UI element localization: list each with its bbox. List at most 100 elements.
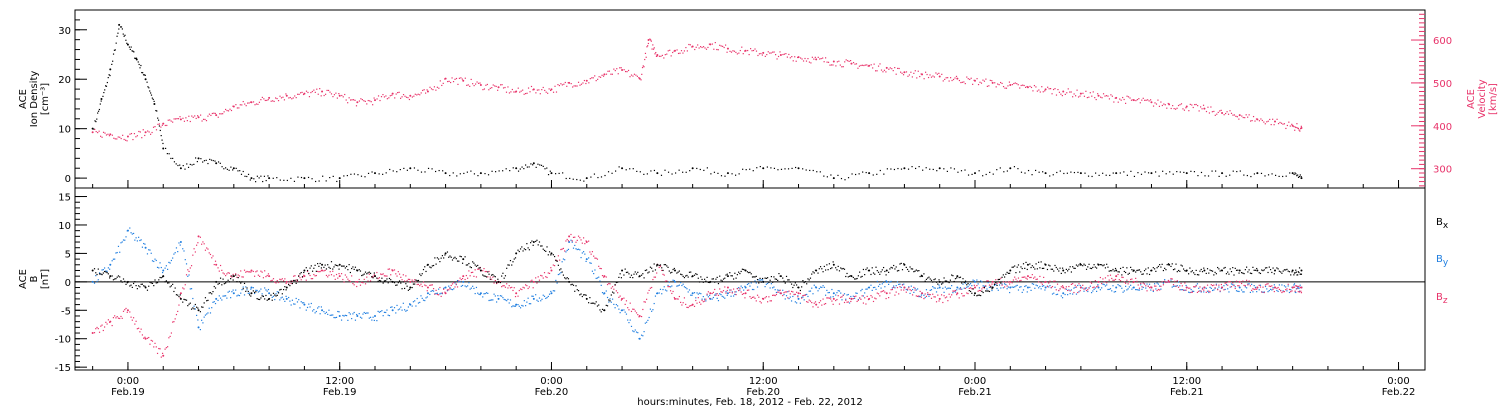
- bz-dot: [469, 275, 471, 277]
- velocity-dot: [1001, 82, 1003, 85]
- by-dot: [1065, 288, 1067, 290]
- velocity-dot: [870, 64, 872, 66]
- bx-dot: [453, 257, 455, 259]
- velocity-dot: [523, 93, 525, 95]
- bz-dot: [884, 291, 886, 293]
- bx-dot: [1179, 270, 1181, 272]
- bx-dot: [528, 249, 530, 251]
- bz-point: [903, 286, 906, 289]
- bx-point: [1185, 269, 1188, 272]
- density-dot: [812, 169, 814, 172]
- velocity-dot: [426, 89, 428, 91]
- bx-dot: [963, 281, 965, 284]
- bz-dot: [811, 301, 813, 304]
- bz-dot: [238, 275, 241, 277]
- bz-dot: [890, 289, 892, 291]
- velocity-dot: [825, 57, 827, 59]
- bx-dot: [1181, 265, 1183, 267]
- by-dot: [247, 292, 249, 294]
- bz-dot: [1021, 276, 1023, 278]
- velocity-point: [1168, 103, 1171, 106]
- bx-dot: [194, 303, 196, 306]
- density-dot: [228, 169, 230, 171]
- bz-dot: [567, 240, 570, 242]
- velocity-dot: [430, 88, 433, 90]
- density-dot: [491, 170, 493, 172]
- by-dot: [991, 289, 993, 292]
- bz-dot: [279, 278, 281, 280]
- velocity-dot: [561, 84, 563, 86]
- bz-dot: [764, 297, 766, 299]
- bz-dot: [112, 317, 115, 319]
- bz-dot: [1108, 279, 1110, 281]
- bx-dot: [436, 257, 438, 259]
- bz-dot: [777, 291, 779, 293]
- bx-dot: [311, 270, 314, 272]
- bz-dot: [930, 297, 933, 299]
- bx-dot: [236, 281, 238, 283]
- density-dot: [667, 171, 670, 173]
- bx-dot: [537, 244, 539, 246]
- by-dot: [996, 287, 998, 290]
- velocity-dot: [702, 46, 705, 48]
- bx-dot: [804, 281, 807, 283]
- density-dot: [276, 177, 278, 179]
- bx-dot: [385, 280, 387, 282]
- by-dot: [1068, 289, 1070, 291]
- bx-dot: [681, 274, 683, 276]
- bx-dot: [1253, 269, 1255, 271]
- bz-dot: [1049, 280, 1051, 282]
- by-dot: [250, 288, 252, 290]
- bz-dot: [218, 270, 220, 272]
- velocity-dot: [252, 101, 255, 103]
- by-dot: [261, 293, 263, 295]
- velocity-point: [1044, 88, 1047, 91]
- bz-dot: [182, 287, 184, 289]
- density-dot: [660, 174, 663, 176]
- density-dot: [247, 173, 250, 175]
- bz-dot: [120, 315, 122, 318]
- velocity-dot: [408, 98, 411, 101]
- bx-dot: [1193, 272, 1195, 274]
- bx-dot: [648, 271, 650, 273]
- by-dot: [724, 297, 726, 299]
- bz-dot: [545, 276, 547, 278]
- velocity-dot: [748, 53, 750, 56]
- bz-dot: [175, 313, 178, 316]
- bx-dot: [685, 275, 687, 277]
- bz-dot: [417, 283, 420, 285]
- by-dot: [372, 316, 374, 318]
- bx-dot: [492, 273, 494, 276]
- velocity-dot: [417, 93, 419, 95]
- bz-point: [197, 235, 200, 238]
- bx-dot: [1166, 264, 1168, 266]
- velocity-dot: [300, 92, 302, 94]
- bz-dot: [536, 282, 538, 284]
- bx-dot: [114, 278, 116, 280]
- bx-dot: [1138, 269, 1141, 271]
- density-point: [303, 177, 306, 180]
- density-dot: [900, 168, 903, 170]
- bz-dot: [131, 319, 133, 321]
- bx-dot: [943, 277, 945, 279]
- by-dot: [477, 292, 479, 294]
- by-dot: [611, 298, 614, 300]
- bx-dot: [1009, 272, 1011, 274]
- density-dot: [1246, 174, 1248, 177]
- bx-dot: [407, 289, 409, 291]
- velocity-dot: [1094, 97, 1096, 99]
- by-dot: [1138, 289, 1141, 291]
- bx-dot: [773, 276, 775, 278]
- by-dot: [874, 286, 876, 288]
- xtick-date-label: Feb.21: [958, 387, 992, 398]
- velocity-dot: [291, 98, 293, 100]
- density-dot: [357, 174, 359, 176]
- bx-dot: [1170, 265, 1172, 268]
- velocity-dot: [1273, 124, 1275, 126]
- velocity-dot: [141, 137, 143, 139]
- density-dot: [108, 74, 110, 76]
- velocity-dot: [948, 80, 950, 82]
- by-dot: [416, 297, 418, 300]
- bx-dot: [971, 292, 973, 294]
- velocity-dot: [1238, 118, 1240, 120]
